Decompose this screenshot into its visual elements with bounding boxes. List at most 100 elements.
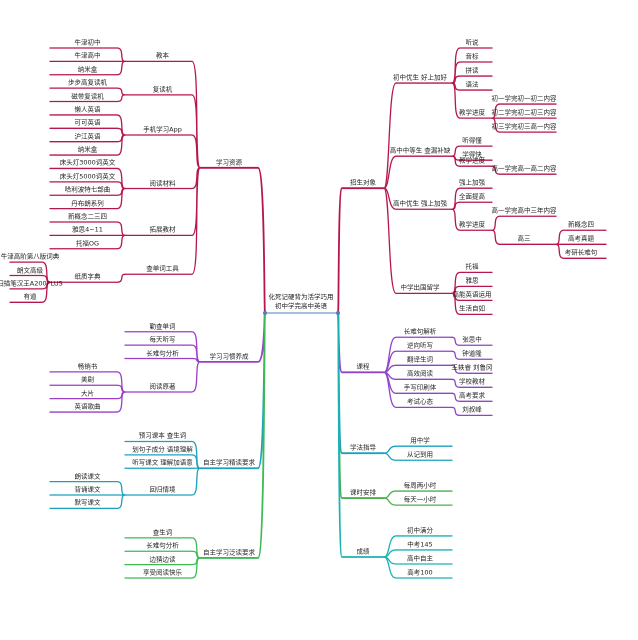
main-branch-label: 自主学习精读要求 <box>203 458 255 467</box>
leaf-node-label: 听说 <box>465 38 479 47</box>
leaf-node-label: 畅销书 <box>77 362 98 371</box>
leaf-node-label: 全面提高 <box>459 192 485 201</box>
leaf-node-label: 可可英语 <box>74 118 101 127</box>
main-branch-label: 课程 <box>356 362 370 371</box>
leaf-node-label: 语法 <box>465 80 479 89</box>
leaf-node-label: 丹布朗系列 <box>71 199 104 208</box>
leaf-node-label: 王轶睿 刘鲁冈 <box>451 363 493 372</box>
leaf-node-label: 牛津初中 <box>74 38 101 47</box>
main-branch-label: 学法指导 <box>350 443 376 452</box>
sub-branch-label: 考试心态 <box>407 397 433 406</box>
leaf-node-label: 预习课本 查生词 <box>138 431 187 440</box>
leaf-node-label: 用中学 <box>410 436 430 445</box>
leaf-node-label: 划句子成分 语境理解 <box>132 445 193 454</box>
sub-branch-label: 高中中等生 查漏补缺 <box>389 146 451 155</box>
branch-line <box>451 364 493 374</box>
sub-branch-label: 纸质字典 <box>74 272 101 281</box>
leaf-node-label: 扫描笔汉王A200PLUS <box>0 279 63 288</box>
leaf-node-label: 托福 <box>465 262 479 271</box>
sub-branch-label: 查单词工具 <box>146 264 179 273</box>
branch-line <box>124 557 201 579</box>
root-title-line1: 化死记硬背为活学巧用 <box>268 293 334 301</box>
leaf-node-label: 查生词 <box>152 528 173 537</box>
branch-line <box>383 497 453 506</box>
branch-line <box>49 273 126 283</box>
leaf-node-label: 听得懂 <box>462 136 482 145</box>
branch-line <box>337 312 385 455</box>
leaf-node-label: 每周两小时 <box>403 481 437 490</box>
sub-branch-label: 高中优生 强上加强 <box>392 199 448 208</box>
sub-branch-label: 手写印刷体 <box>403 383 437 392</box>
branch-line <box>337 312 385 499</box>
branch-line <box>383 452 453 461</box>
leaf-node-label: 高一学完高中三年内容 <box>491 206 557 215</box>
leaf-node-label: 纳米盒 <box>77 145 98 154</box>
branch-line <box>451 350 493 360</box>
branch-line <box>491 165 557 175</box>
branch-line <box>337 187 385 314</box>
main-branch-label: 学习资源 <box>216 158 242 167</box>
leaf-node-label: 磁带复读机 <box>71 92 104 101</box>
leaf-node-label: 有道 <box>23 292 37 301</box>
sub-branch-label: 高效阅读 <box>407 369 433 378</box>
branch-line <box>383 556 453 579</box>
branch-line <box>124 60 201 169</box>
branch-line <box>451 378 493 388</box>
sub-branch-label: 教学进度 <box>459 156 485 165</box>
root-title-line2: 初中学完高中英语 <box>275 301 327 310</box>
sub-branch-label: 回归情境 <box>149 485 176 494</box>
sub-branch-label: 阅读原著 <box>149 382 176 391</box>
sub-branch-label: 教学进度 <box>459 108 485 117</box>
leaf-node-label: 沪江英语 <box>74 132 101 141</box>
sub-branch-label: 长难句解析 <box>403 327 437 336</box>
leaf-node-label: 张思中 <box>462 335 482 344</box>
leaf-node-label: 长难句分析 <box>146 349 179 357</box>
branch-line <box>491 229 557 245</box>
leaf-node-label: 拼读 <box>465 66 479 75</box>
leaf-node-label: 学校教材 <box>459 377 485 386</box>
leaf-node-label: 初三学完初三高一内容 <box>491 122 557 131</box>
sub-branch-label: 逆向听写 <box>407 341 433 350</box>
leaf-node-label: 高考真题 <box>568 234 594 243</box>
leaf-node-label: 床头灯5000词英文 <box>59 172 116 181</box>
leaf-node-label: 长难句分析 <box>146 541 179 550</box>
leaf-node-label: 朗文高级 <box>17 266 43 275</box>
branch-line <box>451 155 493 167</box>
leaf-node-label: 从记到用 <box>407 450 433 459</box>
branch-line <box>451 336 493 346</box>
branch-line <box>124 167 201 275</box>
leaf-node-label: 朗读课文 <box>74 472 101 481</box>
branch-line <box>124 357 201 363</box>
leaf-node-label: 新概念二三四 <box>68 212 107 221</box>
branch-line <box>49 134 126 156</box>
leaf-node-label: 考研长难句 <box>564 248 598 257</box>
leaf-node-label: 每天一小时 <box>403 495 437 504</box>
leaf-node-label: 雅思4~11 <box>72 225 103 234</box>
leaf-node-label: 默写课文 <box>74 498 101 507</box>
leaf-node-label: 边猜边读 <box>149 555 176 564</box>
leaf-node-label: 生活自如 <box>459 304 485 313</box>
leaf-node-label: 懒人英语 <box>74 105 101 114</box>
branch-line <box>49 60 126 76</box>
branch-line <box>337 312 385 558</box>
branch-line <box>383 187 453 295</box>
branch-line <box>199 312 266 559</box>
sub-branch-label: 手机学习App <box>143 125 182 134</box>
branch-line <box>451 406 493 417</box>
sub-branch-label: 复读机 <box>152 85 173 94</box>
leaf-node-label: 新概念四 <box>568 220 594 229</box>
leaf-node-label: 高考100 <box>407 568 433 577</box>
branch-line <box>49 187 126 210</box>
leaf-node-label: 钟道隆 <box>462 349 482 358</box>
leaf-node-label: 高能英语运用 <box>452 290 492 299</box>
branch-line <box>491 117 557 133</box>
branch-line <box>124 361 201 393</box>
main-branch-label: 成绩 <box>356 547 370 556</box>
branch-line <box>383 155 453 189</box>
leaf-node-label: 每天听写 <box>149 335 176 344</box>
leaf-node-label: 高中自主 <box>407 554 433 563</box>
leaf-node-label: 音标 <box>465 52 479 61</box>
leaf-node-label: 牛津高阶第八版词典 <box>0 252 60 261</box>
